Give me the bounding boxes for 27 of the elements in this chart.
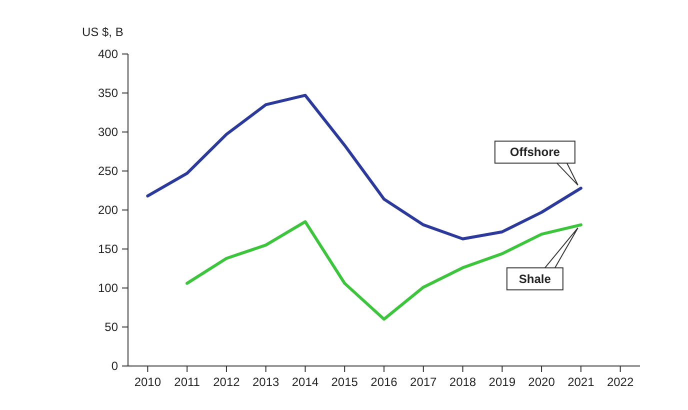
y-tick-label: 250 — [98, 164, 118, 178]
y-tick-label: 150 — [98, 242, 118, 256]
y-axis-title: US $, B — [82, 25, 124, 39]
y-tick-label: 350 — [98, 86, 118, 100]
series-label: Shale — [518, 272, 552, 286]
y-tick-label: 400 — [98, 47, 118, 61]
y-tick-label: 300 — [98, 125, 118, 139]
x-tick-label: 2015 — [331, 375, 358, 389]
line-series — [186, 220, 582, 321]
x-tick-label: 2012 — [213, 375, 240, 389]
x-tick-label: 2022 — [606, 375, 634, 389]
x-tick-label: 2017 — [410, 375, 438, 389]
x-tick-label: 2019 — [488, 375, 516, 389]
y-tick-label: 50 — [104, 320, 118, 334]
text: Offshore — [510, 145, 560, 160]
x-tick-label: 2018 — [449, 375, 476, 389]
y-tick-label: 100 — [98, 281, 118, 295]
line-series — [146, 94, 582, 240]
x-tick-label: 2021 — [568, 375, 595, 389]
y-tick-label: 200 — [98, 203, 118, 217]
x-tick-label: 2014 — [292, 375, 319, 389]
x-tick-label: 2011 — [174, 375, 200, 389]
x-tick-label: 2020 — [528, 375, 556, 389]
x-tick-label: 2013 — [252, 375, 280, 389]
x-tick-label: 2010 — [134, 375, 162, 389]
y-tick-label: 0 — [111, 359, 118, 373]
x-tick-label: 2016 — [370, 375, 398, 389]
